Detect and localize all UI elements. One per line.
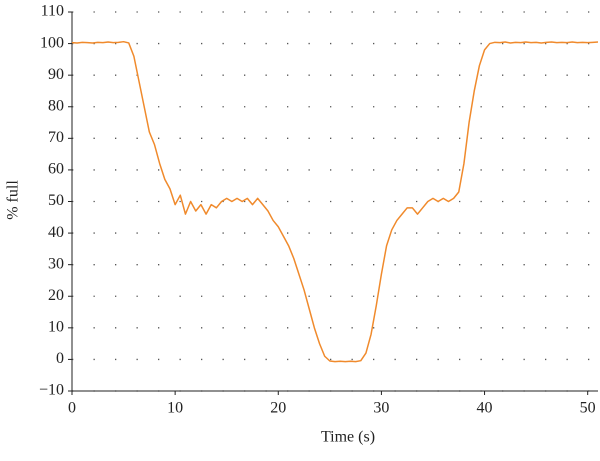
x-tick-label: 20 xyxy=(270,400,286,417)
y-tick-label: 70 xyxy=(48,129,64,146)
y-tick-label: 0 xyxy=(56,350,64,367)
y-tick-label: 30 xyxy=(48,255,64,272)
x-axis-label: Time (s) xyxy=(321,429,375,446)
x-tick-label: 0 xyxy=(68,400,76,417)
y-tick-label: 110 xyxy=(41,3,64,20)
y-tick-label: 20 xyxy=(48,287,64,304)
y-tick-label: 100 xyxy=(40,34,64,51)
x-tick-label: 40 xyxy=(477,400,493,417)
data-line xyxy=(71,40,599,363)
y-tick-label: 10 xyxy=(48,319,64,336)
y-tick-label: −10 xyxy=(39,382,64,399)
y-tick-label: 90 xyxy=(48,66,64,83)
y-tick-label: 80 xyxy=(48,97,64,114)
y-tick-label: 60 xyxy=(48,161,64,178)
y-tick-label: 50 xyxy=(48,192,64,209)
x-tick-label: 50 xyxy=(580,400,596,417)
y-tick-label: 40 xyxy=(48,224,64,241)
x-tick-label: 30 xyxy=(373,400,389,417)
x-tick-label: 10 xyxy=(167,400,183,417)
y-axis-label: % full xyxy=(5,180,22,220)
